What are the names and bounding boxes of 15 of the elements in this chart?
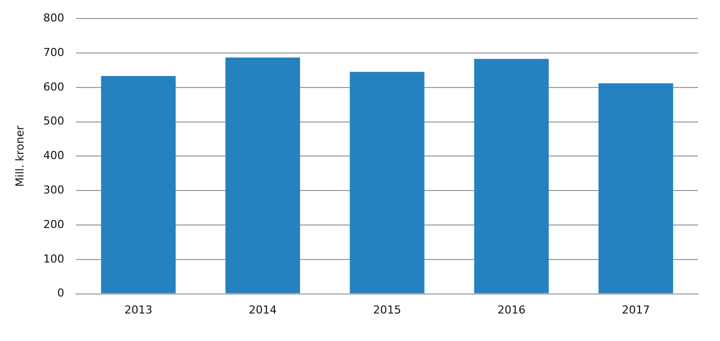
y-tick-label: 0 (57, 286, 64, 300)
x-tick-label: 2013 (124, 303, 152, 316)
y-tick-label: 300 (43, 183, 64, 196)
x-tick-label: 2016 (497, 303, 526, 316)
x-tick-label: 2014 (248, 303, 277, 316)
y-tick-label: 100 (43, 252, 64, 266)
y-tick-label: 400 (43, 149, 64, 162)
x-tick-label: 2015 (373, 303, 402, 316)
y-tick-label: 800 (43, 11, 64, 24)
y-tick-label: 600 (43, 80, 64, 94)
y-tick-label: 700 (43, 46, 64, 59)
y-tick-label: 200 (43, 218, 64, 231)
y-axis-title: Mill. kroner (13, 125, 26, 187)
y-tick-label: 500 (43, 114, 64, 128)
x-tick-label: 2017 (622, 303, 650, 316)
